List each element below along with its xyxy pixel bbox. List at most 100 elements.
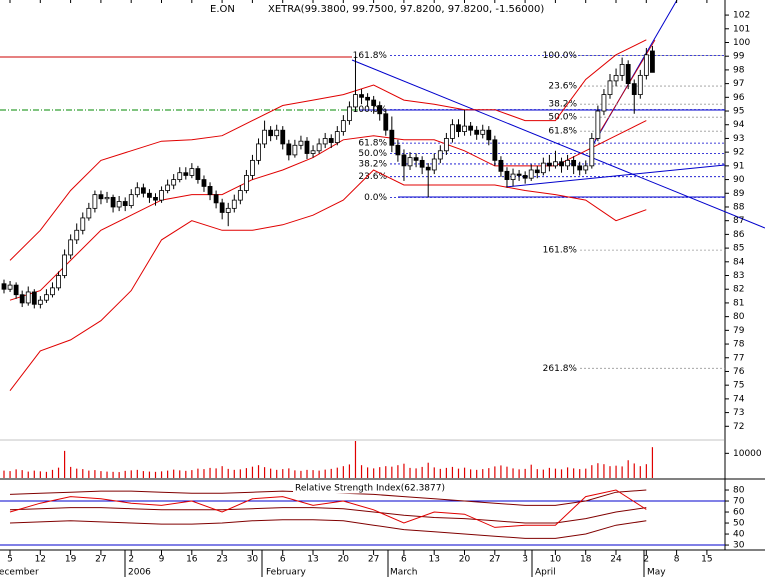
y-tick-label: 98 xyxy=(733,65,745,75)
candle-body xyxy=(450,124,455,139)
y-tick-label: 96 xyxy=(733,93,745,103)
y-tick-label: 90 xyxy=(733,175,745,185)
candle-body xyxy=(425,166,431,171)
candle-body xyxy=(122,201,128,207)
candle-body xyxy=(159,190,164,201)
candle-body xyxy=(177,172,183,180)
candle-body xyxy=(589,138,595,167)
candle-body xyxy=(110,196,116,208)
candle-body xyxy=(480,129,486,135)
candle-body xyxy=(13,284,19,296)
candle-body xyxy=(292,144,298,156)
x-tick-label: 15 xyxy=(701,555,712,565)
candle-body xyxy=(431,158,437,171)
series-line xyxy=(9,507,647,524)
candle-body xyxy=(62,254,67,276)
fib-label: 100.0% xyxy=(353,105,388,115)
series-line xyxy=(9,489,647,528)
candle-body xyxy=(462,125,467,132)
candle-body xyxy=(225,207,231,213)
candle-body xyxy=(183,172,189,176)
candle-body xyxy=(540,162,546,174)
x-tick-label: 13 xyxy=(428,555,439,565)
series-line xyxy=(9,39,647,261)
candle-body xyxy=(565,159,570,167)
y-tick-label: 84 xyxy=(733,257,745,267)
chart-title: E.ON xyxy=(210,4,235,15)
candle-body xyxy=(419,159,425,168)
x-tick-label: 20 xyxy=(459,555,471,565)
candle-body xyxy=(298,140,304,146)
candle-body xyxy=(571,159,577,167)
candle-body xyxy=(371,99,377,106)
month-label: December xyxy=(0,568,39,577)
x-tick-label: 18 xyxy=(580,555,592,565)
trend-line xyxy=(351,59,765,229)
candle-body xyxy=(237,190,243,201)
candle-body xyxy=(383,113,389,131)
trend-line xyxy=(589,0,678,151)
x-tick-label: 2 xyxy=(128,555,134,565)
x-tick-label: 3 xyxy=(522,555,528,565)
x-tick-label: 27 xyxy=(489,555,500,565)
month-label: May xyxy=(647,568,666,577)
y-tick-label: 30 xyxy=(733,541,745,551)
candle-body xyxy=(559,161,564,167)
candle-body xyxy=(456,124,461,132)
x-tick-label: 23 xyxy=(216,555,227,565)
candle-body xyxy=(407,157,413,167)
x-tick-label: 5 xyxy=(7,555,13,565)
x-tick-label: 10 xyxy=(550,555,562,565)
chart-subtitle: XETRA(99.3800, 99.7500, 97.8200, 97.8200… xyxy=(268,4,544,15)
y-tick-label: 60 xyxy=(733,508,745,518)
candle-body xyxy=(528,169,534,179)
candle-body xyxy=(334,131,340,143)
candle-body xyxy=(116,201,122,208)
y-tick-label: 80 xyxy=(733,312,745,322)
y-tick-label: 82 xyxy=(733,285,744,295)
candle-body xyxy=(286,143,292,156)
candle-body xyxy=(498,159,504,172)
candle-body xyxy=(231,199,237,209)
candle-body xyxy=(340,120,346,132)
candle-body xyxy=(68,239,74,256)
rsi-title: Relative Strength Index(62.3877) xyxy=(295,484,445,494)
y-tick-label: 99 xyxy=(733,52,745,62)
fib-label: 38.2% xyxy=(548,100,577,110)
candle-body xyxy=(189,168,195,176)
x-tick-label: 24 xyxy=(610,555,622,565)
fib-label: 261.8% xyxy=(543,364,578,374)
y-tick-label: 100 xyxy=(733,38,750,48)
fib-label: 50.0% xyxy=(548,113,577,123)
month-label: April xyxy=(535,568,556,577)
candle-body xyxy=(516,173,522,176)
candle-body xyxy=(250,159,255,176)
series-line xyxy=(9,120,647,301)
candle-body xyxy=(86,207,92,219)
candle-body xyxy=(504,170,510,180)
candle-body xyxy=(171,179,177,186)
y-tick-label: 74 xyxy=(733,394,745,404)
y-tick-label: 95 xyxy=(733,107,744,117)
candle-body xyxy=(468,125,474,131)
candle-body xyxy=(25,291,31,304)
candle-body xyxy=(347,106,352,122)
x-tick-label: 6 xyxy=(401,555,407,565)
candle-body xyxy=(243,175,249,191)
y-tick-label: 80 xyxy=(733,486,745,496)
candle-body xyxy=(74,229,80,241)
y-tick-label: 79 xyxy=(733,326,745,336)
candle-body xyxy=(474,129,480,135)
candle-body xyxy=(310,150,316,154)
y-tick-label: 76 xyxy=(733,367,745,377)
fib-label: 100.0% xyxy=(543,51,578,61)
fib-label: 61.8% xyxy=(548,127,577,137)
y-tick-label: 77 xyxy=(733,353,744,363)
x-tick-label: 27 xyxy=(368,555,379,565)
candle-body xyxy=(104,196,110,200)
candle-body xyxy=(613,74,619,82)
candle-body xyxy=(7,284,13,290)
candle-body xyxy=(19,294,25,304)
y-tick-label: 70 xyxy=(733,497,745,507)
